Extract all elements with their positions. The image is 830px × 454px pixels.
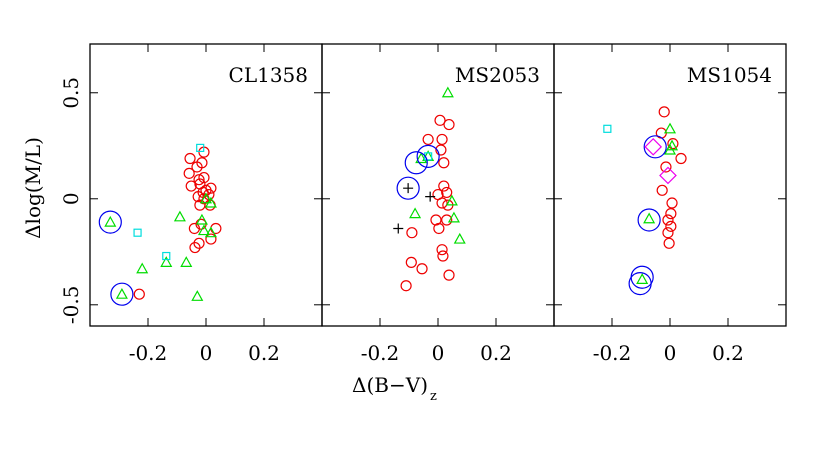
- point: [197, 224, 210, 236]
- panel-title: MS1054: [687, 63, 772, 87]
- x-tick-label: 0: [432, 341, 445, 365]
- point: [441, 214, 453, 226]
- point: [192, 191, 204, 203]
- point: [434, 114, 446, 126]
- point: [630, 265, 654, 289]
- point: [453, 232, 466, 244]
- point: [189, 241, 201, 254]
- point: [400, 280, 412, 292]
- point: [644, 137, 663, 156]
- point: [438, 180, 450, 192]
- point: [195, 213, 208, 225]
- point: [603, 124, 612, 133]
- point: [425, 191, 436, 202]
- point: [173, 210, 186, 222]
- point: [184, 152, 196, 165]
- point: [433, 222, 445, 235]
- point: [403, 183, 414, 194]
- point: [662, 227, 674, 239]
- point: [133, 228, 142, 237]
- point: [199, 192, 213, 204]
- y-axis-label: Δlog(M/L): [21, 137, 45, 239]
- point: [663, 237, 675, 249]
- point: [637, 208, 661, 232]
- x-axis-label-sub: z: [430, 389, 437, 404]
- point: [416, 263, 428, 275]
- point: [193, 237, 205, 249]
- point: [447, 211, 460, 223]
- y-tick-label: 0.5: [59, 77, 83, 109]
- point: [396, 176, 420, 200]
- point: [643, 135, 667, 159]
- point: [115, 287, 128, 299]
- point: [643, 212, 656, 224]
- point: [659, 166, 677, 185]
- point: [405, 256, 417, 268]
- point: [443, 269, 455, 281]
- point: [441, 86, 454, 98]
- point: [406, 227, 418, 239]
- point: [663, 143, 677, 155]
- x-axis-label: Δ(B−V): [352, 373, 428, 397]
- point: [438, 157, 450, 169]
- point: [98, 210, 122, 234]
- point: [198, 171, 210, 184]
- point: [435, 144, 447, 156]
- y-tick-label: 0: [59, 192, 83, 205]
- point: [675, 152, 687, 165]
- point: [665, 208, 677, 220]
- point: [136, 262, 149, 274]
- x-tick-label: -0.2: [129, 341, 168, 365]
- point: [443, 118, 455, 131]
- x-tick-label: 0: [200, 341, 213, 365]
- x-tick-label: 0: [664, 341, 677, 365]
- point: [110, 282, 134, 306]
- x-tick-label: 0.2: [480, 341, 512, 365]
- point: [436, 197, 448, 209]
- point: [436, 244, 448, 256]
- point: [404, 151, 428, 175]
- point: [415, 152, 428, 164]
- point: [185, 180, 197, 192]
- point: [210, 222, 222, 235]
- point: [663, 122, 677, 134]
- panel-title: CL1358: [229, 63, 308, 87]
- point: [183, 167, 195, 179]
- point: [191, 161, 203, 173]
- panel-title: MS2053: [455, 63, 540, 87]
- point: [160, 256, 173, 267]
- point: [660, 161, 672, 173]
- point: [437, 250, 449, 262]
- point: [667, 138, 679, 150]
- point: [205, 233, 217, 245]
- point: [180, 256, 193, 267]
- point: [162, 251, 171, 261]
- x-tick-label: 0.2: [248, 341, 280, 365]
- y-tick-label: -0.5: [59, 286, 83, 325]
- point: [658, 106, 670, 118]
- point: [665, 220, 677, 232]
- point: [204, 226, 217, 238]
- point: [196, 143, 205, 152]
- point: [191, 290, 204, 301]
- point: [422, 133, 434, 146]
- point: [666, 197, 678, 209]
- point: [441, 186, 453, 199]
- point: [436, 133, 448, 146]
- point: [133, 288, 145, 300]
- point: [636, 273, 649, 284]
- point: [445, 194, 458, 206]
- point: [662, 214, 674, 226]
- x-tick-label: -0.2: [593, 341, 632, 365]
- point: [409, 207, 422, 219]
- x-tick-label: -0.2: [361, 341, 400, 365]
- point: [393, 223, 404, 234]
- point: [628, 271, 652, 296]
- point: [104, 215, 117, 227]
- point: [656, 184, 668, 196]
- point: [416, 144, 440, 168]
- point: [193, 174, 205, 186]
- x-tick-label: 0.2: [712, 341, 744, 365]
